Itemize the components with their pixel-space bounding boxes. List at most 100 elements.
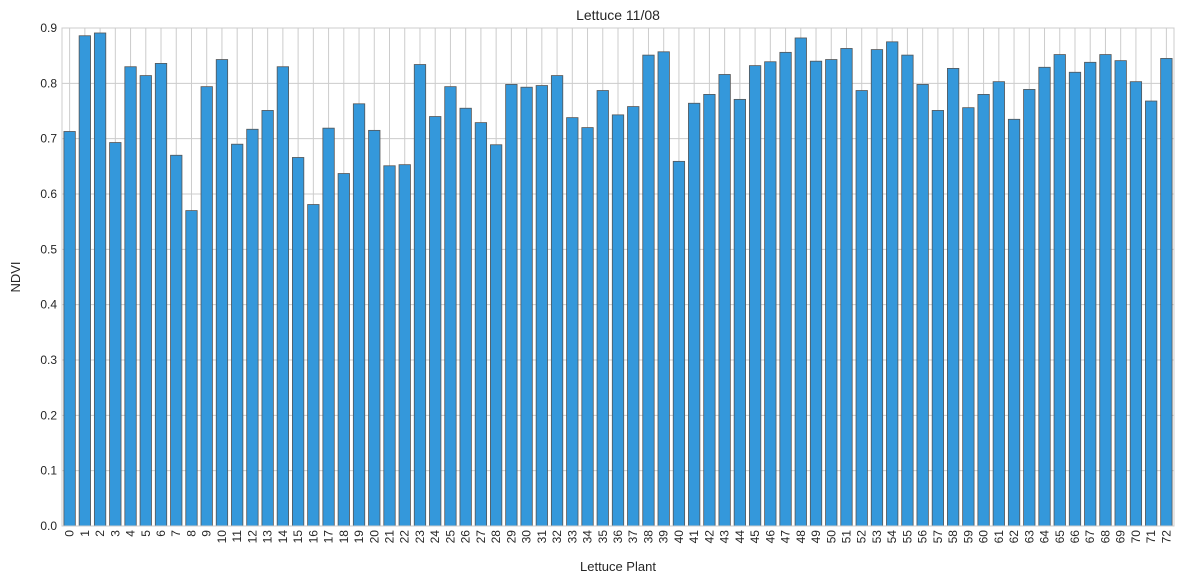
bar [657,51,670,527]
bar [63,131,76,527]
x-tick-label: 5 [139,530,153,537]
y-tick-label: 0.2 [40,408,57,422]
x-tick-label: 3 [108,530,122,537]
bar [429,116,442,527]
bar [931,110,945,527]
bar [688,102,701,527]
bar [535,85,548,527]
bar [337,173,350,527]
x-tick-label: 51 [839,530,853,544]
bar [1160,58,1173,527]
bar [748,65,762,527]
x-tick-label: 40 [672,530,686,544]
x-tick-label: 0 [63,530,77,537]
bar [916,84,929,527]
y-tick-label: 0.4 [40,298,57,312]
x-tick-label: 52 [855,530,869,544]
bar [474,122,488,527]
x-tick-label: 23 [413,530,427,544]
x-tick-label: 24 [428,530,442,544]
x-tick-label: 61 [992,530,1006,544]
bar [581,127,594,527]
bar [718,74,731,527]
bar [566,117,579,527]
bar [413,64,427,527]
x-tick-label: 63 [1022,530,1036,544]
bar [642,54,655,527]
x-tick-label: 67 [1083,530,1097,544]
x-tick-label: 13 [261,530,275,544]
x-tick-label: 60 [977,530,991,544]
chart-title: Lettuce 11/08 [576,7,660,23]
bar [627,106,640,527]
x-tick-label: 6 [154,530,168,537]
bar [139,75,152,527]
x-tick-label: 44 [733,530,747,544]
bar [215,59,229,527]
y-tick-label: 0.8 [40,76,57,90]
y-axis-title: NDVI [8,261,23,292]
bar [809,60,823,527]
bar [383,165,396,527]
x-tick-label: 20 [367,530,381,544]
bar [352,103,366,527]
x-tick-label: 41 [687,530,701,544]
bar [78,35,91,527]
x-tick-label: 8 [184,530,198,537]
y-tick-label: 0.7 [40,132,57,146]
bar [901,54,914,527]
y-tick-label: 0.0 [40,519,57,533]
x-tick-label: 15 [291,530,305,544]
x-tick-label: 39 [657,530,671,544]
x-tick-label: 12 [245,530,259,544]
bar [596,90,609,527]
x-tick-label: 53 [870,530,884,544]
x-tick-label: 49 [809,530,823,544]
bar [246,128,259,527]
x-tick-label: 47 [779,530,793,544]
x-tick-label: 64 [1038,530,1052,544]
x-tick-label: 16 [306,530,320,544]
x-tick-label: 58 [946,530,960,544]
x-tick-label: 65 [1053,530,1067,544]
bar [276,66,289,527]
x-tick-label: 70 [1129,530,1143,544]
bar [672,160,686,527]
x-tick-label: 38 [641,530,655,544]
x-tick-label: 48 [794,530,808,544]
bar [93,32,107,527]
x-tick-label: 7 [169,530,183,537]
x-tick-label: 22 [398,530,412,544]
x-axis-title: Lettuce Plant [580,559,656,574]
x-tick-label: 21 [383,530,397,544]
bar [1145,100,1158,527]
x-tick-label: 46 [763,530,777,544]
plot-area-frame [61,27,1175,527]
bar [962,107,975,527]
x-tick-label: 56 [916,530,930,544]
bar [733,98,746,527]
x-tick-label: 43 [718,530,732,544]
x-tick-label: 55 [900,530,914,544]
bar [764,61,777,527]
x-tick-label: 34 [581,530,595,544]
bar [703,94,716,527]
x-tick-label: 33 [565,530,579,544]
bar [611,114,625,527]
bar [368,129,381,527]
bar [505,84,518,527]
y-tick-label: 0.6 [40,187,57,201]
x-tick-label: 28 [489,530,503,544]
x-tick-label: 17 [322,530,336,544]
y-tick-labels: 0.0 0.1 0.2 0.3 0.4 0.5 0.6 0.7 0.8 0.9 [40,21,57,533]
bar [1129,81,1143,527]
x-tick-label: 14 [276,530,290,544]
bar [779,51,792,527]
bar [947,67,960,527]
bar [490,144,503,527]
x-tick-label: 45 [748,530,762,544]
x-tick-label: 31 [535,530,549,544]
x-tick-label: 68 [1098,530,1112,544]
y-tick-label: 0.3 [40,353,57,367]
